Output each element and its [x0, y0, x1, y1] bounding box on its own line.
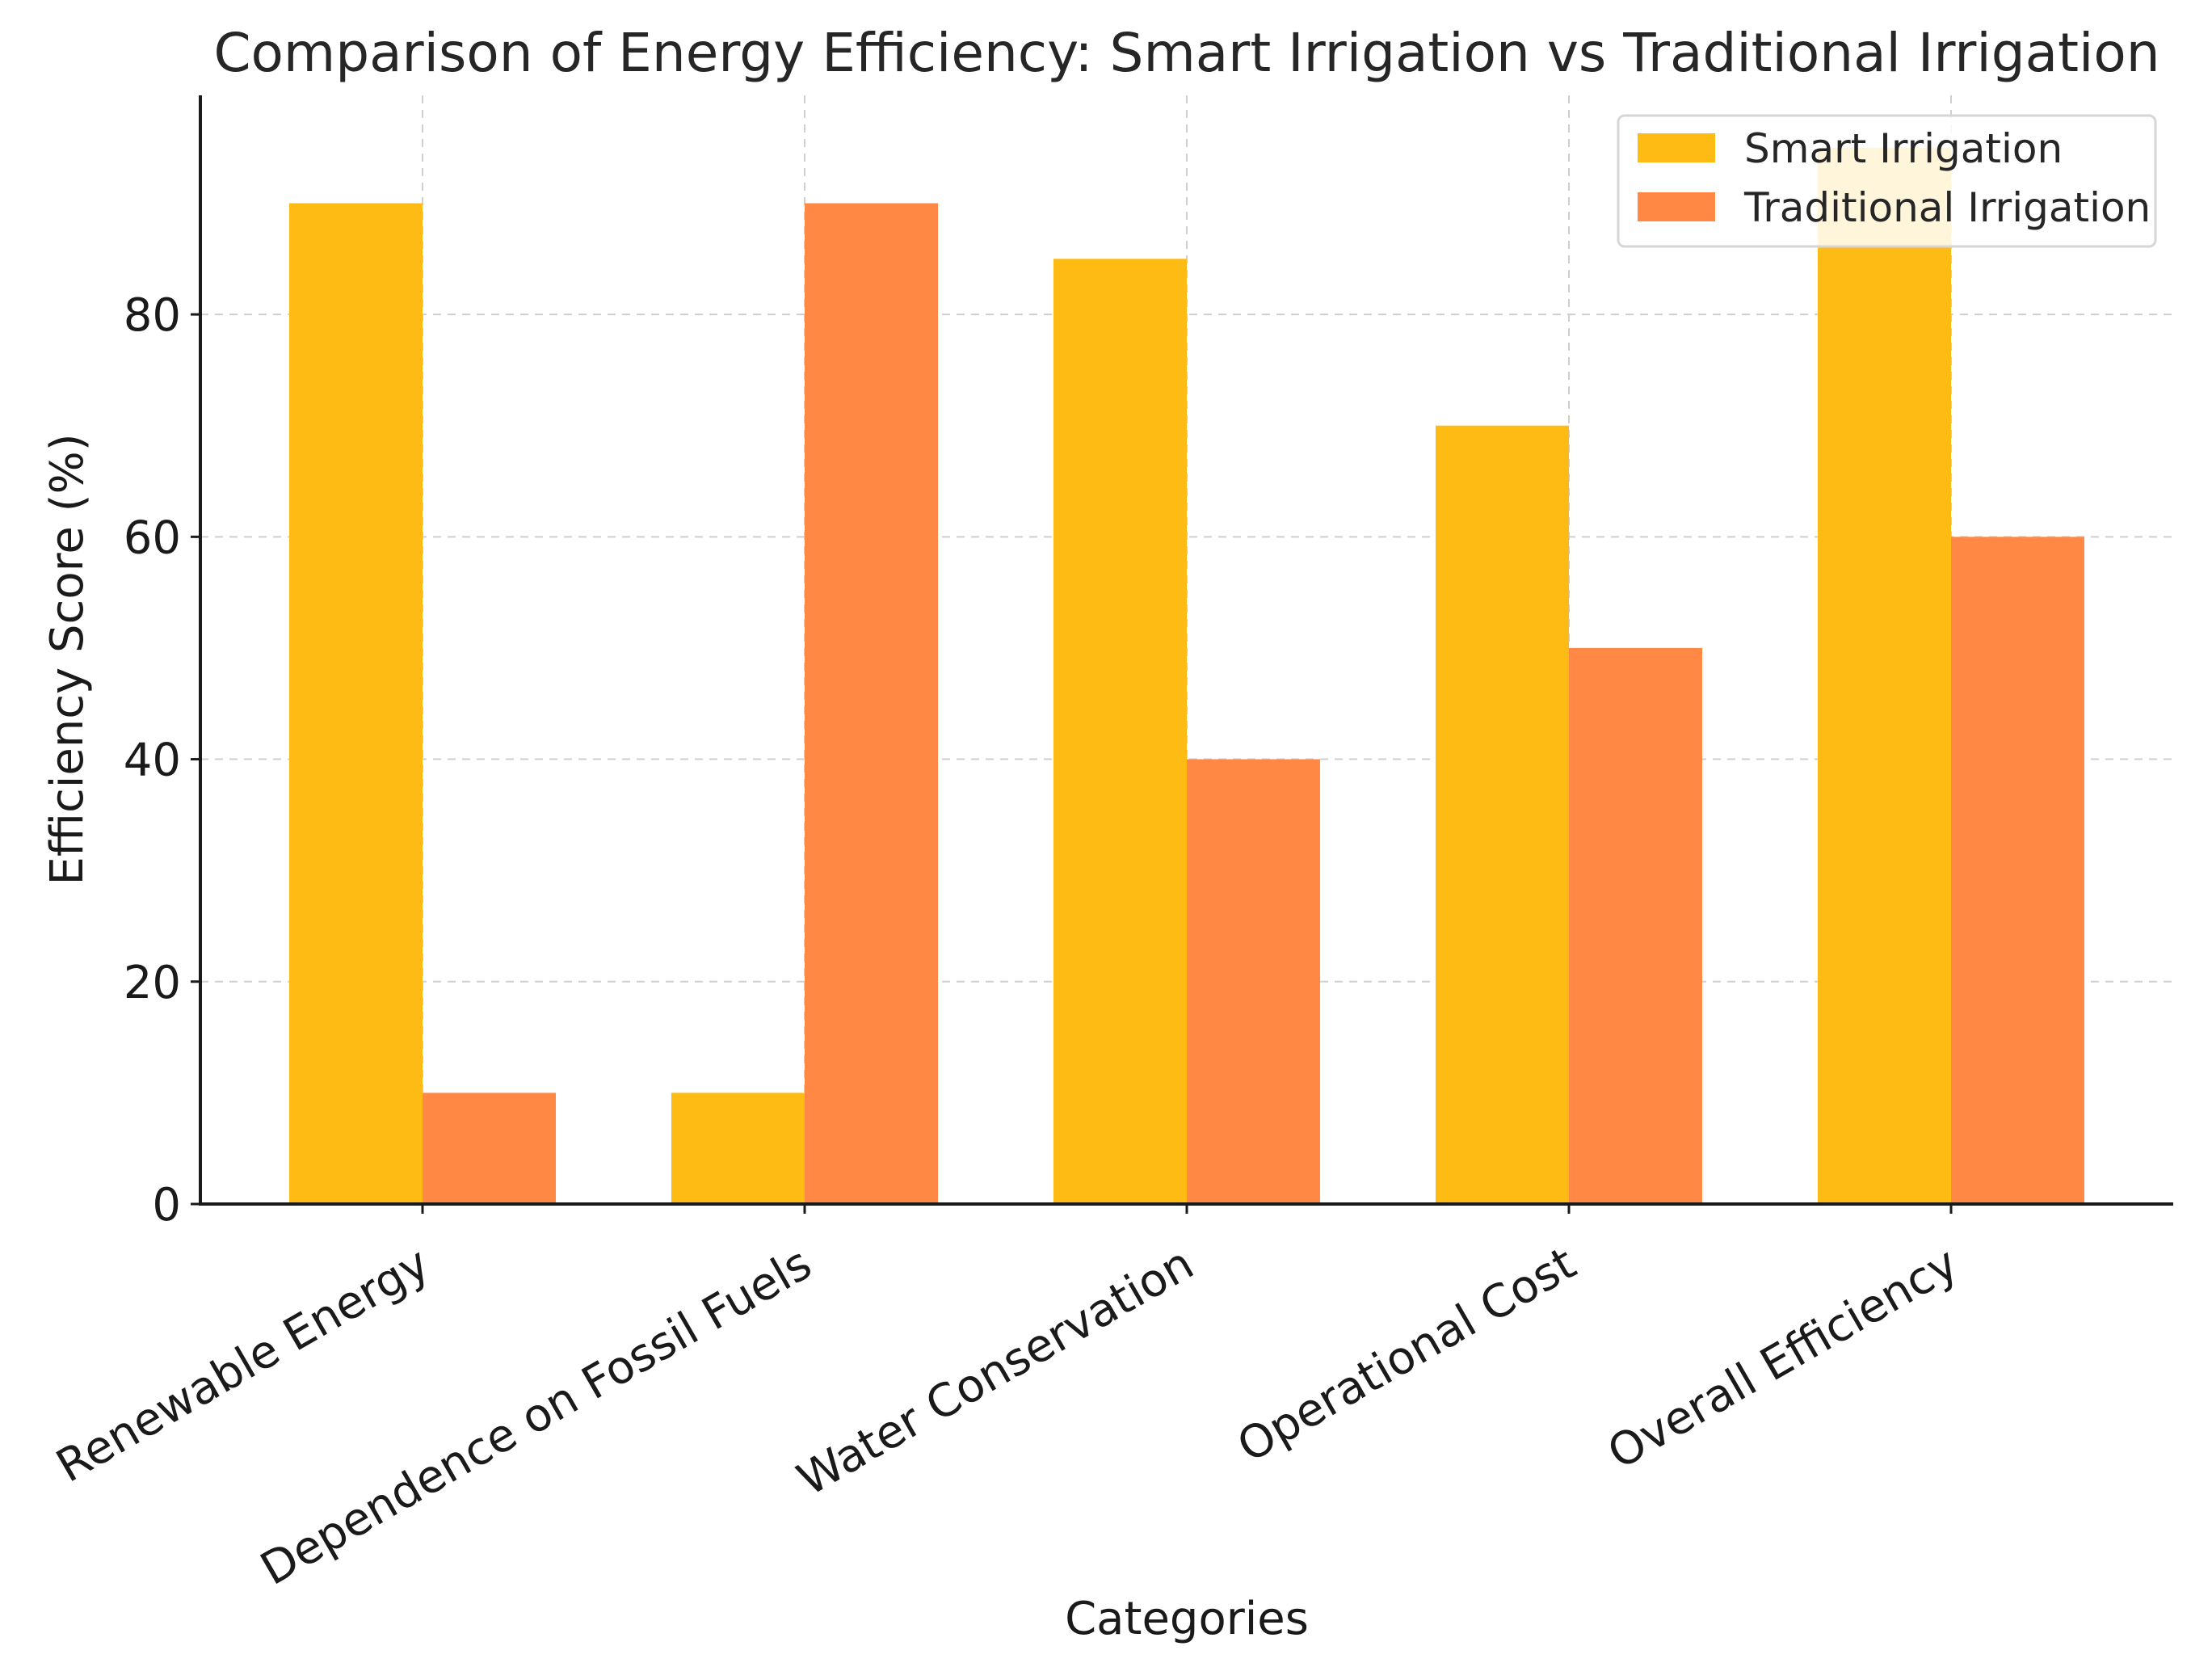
legend-swatch [1638, 133, 1715, 162]
bar-traditional-0 [423, 1093, 556, 1204]
legend-box [1617, 114, 2157, 248]
bar-smart-0 [289, 203, 423, 1204]
bar-smart-4 [1818, 147, 1951, 1205]
y-tick-labels: 0 20 40 60 80 [124, 289, 181, 1231]
bar-traditional-3 [1569, 647, 1702, 1204]
legend-swatch [1638, 192, 1715, 221]
y-tick-label: 0 [152, 1179, 181, 1231]
x-tick-label: Water Conservation [788, 1237, 1202, 1506]
bars [289, 147, 2084, 1205]
x-tick-label: Renewable Energy [48, 1237, 438, 1492]
x-tick-label: Overall Efficiency [1600, 1237, 1967, 1480]
y-tick-label: 60 [124, 512, 181, 564]
y-tick-label: 80 [124, 289, 181, 342]
x-tick-label: Operational Cost [1229, 1237, 1584, 1473]
legend: Smart Irrigation Traditional Irrigation [1617, 114, 2157, 248]
y-tick-label: 40 [124, 735, 181, 787]
y-axis-title: Efficiency Score (%) [41, 433, 94, 885]
axes [191, 95, 2173, 1214]
bar-smart-2 [1053, 259, 1187, 1204]
bar-smart-1 [671, 1093, 805, 1204]
x-axis-title: Categories [1065, 1593, 1309, 1645]
legend-label: Smart Irrigation [1744, 125, 2063, 172]
bar-traditional-2 [1187, 759, 1320, 1204]
chart-title: Comparison of Energy Efficiency: Smart I… [213, 22, 2159, 84]
y-tick-label: 20 [124, 957, 181, 1009]
bar-traditional-4 [1951, 537, 2084, 1204]
bar-traditional-1 [805, 203, 938, 1204]
bar-smart-3 [1436, 425, 1569, 1204]
legend-label: Traditional Irrigation [1743, 184, 2151, 231]
